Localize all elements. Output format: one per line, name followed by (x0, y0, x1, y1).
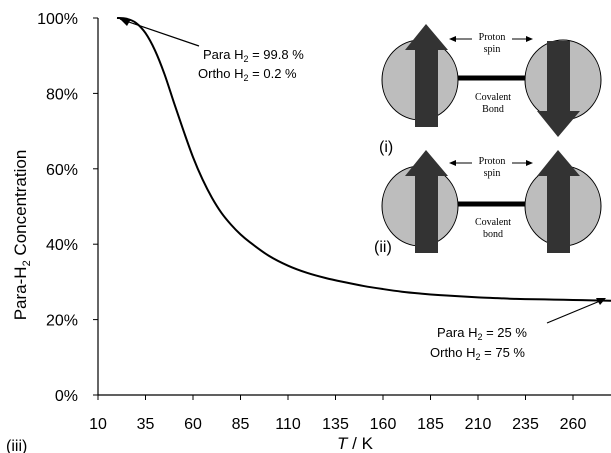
x-tick-label: 10 (89, 416, 107, 433)
top-annotation-arrow (119, 18, 200, 47)
y-tick-label: 80% (46, 86, 78, 103)
covalent-bond-label-i-1: Covalent (475, 92, 511, 103)
y-tick-label: 40% (46, 237, 78, 254)
top-annotation-line1: Para H2 = 99.8 % (203, 47, 304, 64)
para-h2-curve (116, 17, 611, 302)
y-tick-label: 100% (37, 11, 78, 28)
proton-spin-label-ii-2: spin (484, 168, 501, 179)
spin-up-arrow-i (405, 24, 448, 127)
x-tick-label: 185 (417, 416, 444, 433)
x-tick-label: 110 (275, 416, 301, 433)
y-tick-label: 60% (46, 162, 78, 179)
y-axis-label: Para-H2 Concentration (11, 150, 33, 321)
proton-spin-arrowhead-left-i (449, 36, 456, 42)
proton-spin-label-bg-ii (472, 155, 512, 179)
proton-spin-label-i-1: Proton (479, 32, 506, 43)
proton-spin-arrowhead-left-ii (449, 160, 456, 166)
covalent-bond-label-ii-2: bond (483, 229, 503, 240)
bottom-annotation-line1: Para H2 = 25 % (437, 325, 527, 342)
spin-up-arrow-ii-right (537, 150, 580, 253)
panel-label-iii: (iii) (6, 438, 27, 453)
x-axis-label: T / K (337, 434, 374, 453)
y-ticks: 0% 20% 40% 60% 80% 100% (37, 11, 98, 405)
spin-up-arrow-ii-left (405, 150, 448, 253)
proton-spin-arrowhead-right-ii (526, 160, 533, 166)
x-tick-label: 85 (232, 416, 250, 433)
x-tick-label: 210 (465, 416, 492, 433)
bottom-annotation-arrow (546, 300, 601, 324)
covalent-bond-label-ii-1: Covalent (475, 217, 511, 228)
x-tick-label: 135 (322, 416, 349, 433)
x-ticks: 10 35 60 85 110 135 160 185 210 235 260 (89, 395, 586, 433)
panel-label-ii: (ii) (374, 239, 392, 256)
spin-down-arrow-i (537, 41, 580, 137)
x-tick-label: 60 (184, 416, 202, 433)
proton-spin-label-ii-1: Proton (479, 156, 506, 167)
x-tick-label: 35 (137, 416, 155, 433)
proton-spin-label-i-2: spin (484, 44, 501, 55)
top-arrowhead (120, 19, 131, 26)
covalent-bond-label-i-2: Bond (482, 104, 504, 115)
proton-spin-arrowhead-right-i (526, 36, 533, 42)
y-tick-label: 20% (46, 313, 78, 330)
panel-label-i: (i) (379, 139, 393, 156)
top-annotation-line2: Ortho H2 = 0.2 % (198, 66, 297, 83)
x-tick-label: 235 (512, 416, 539, 433)
x-tick-label: 260 (560, 416, 587, 433)
y-tick-label: 0% (55, 388, 78, 405)
bottom-arrowhead (596, 298, 606, 305)
inset-panel-ii: Proton spin Covalent bond (ii) (374, 150, 602, 256)
inset-panel-i: Proton spin Covalent Bond (i) (379, 24, 602, 156)
x-tick-label: 160 (370, 416, 397, 433)
proton-spin-label-bg-i (472, 31, 512, 55)
bottom-annotation-line2: Ortho H2 = 75 % (430, 345, 525, 362)
